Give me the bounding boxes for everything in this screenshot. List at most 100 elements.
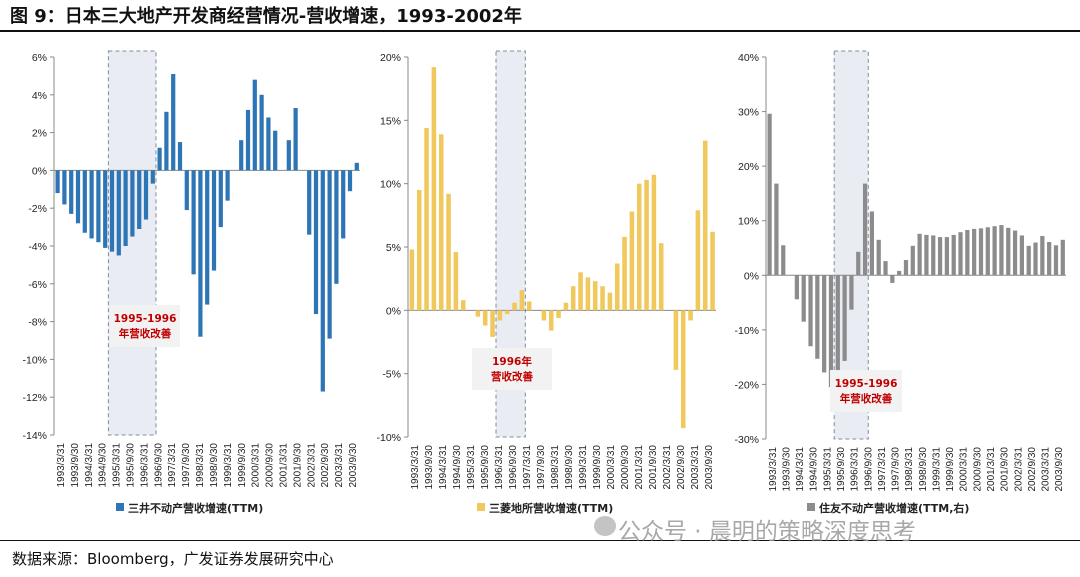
y-tick-label: -6% (28, 279, 47, 291)
bar (205, 170, 210, 305)
bar (937, 237, 943, 276)
x-tick-label: 1997/3/31 (167, 443, 178, 488)
bar (519, 290, 525, 311)
bar (446, 193, 451, 311)
bar (965, 229, 970, 276)
bar (266, 117, 271, 171)
x-tick-label: 1998/3/31 (195, 443, 206, 488)
bar (815, 275, 820, 359)
x-tick-label: 1995/3/31 (112, 443, 123, 488)
bar (897, 270, 902, 276)
chart-panel-2: 20%15%10%5%0%-5%-10%1993/3/31 1993/9/30 19… (376, 50, 716, 515)
y-tick-label: 30% (738, 107, 759, 119)
bar (767, 113, 772, 276)
y-tick-label: 0% (386, 305, 401, 317)
bar (578, 272, 583, 311)
bar (828, 275, 834, 388)
bar (614, 263, 620, 311)
x-tick-label: 1995/9/30 (480, 445, 491, 490)
annotation-box (110, 305, 180, 347)
bar (252, 79, 257, 171)
bar (177, 142, 183, 171)
bar (482, 310, 488, 326)
source-note: 数据来源：Bloomberg，广发证券发展研究中心 (12, 550, 334, 568)
bar (1053, 245, 1059, 276)
x-tick-label: 1999/3/31 (931, 447, 942, 492)
y-tick-label: 10% (380, 179, 401, 191)
y-tick-label: 2% (32, 128, 47, 140)
y-tick-label: -4% (28, 241, 47, 253)
bar (334, 170, 339, 284)
bar (958, 232, 963, 276)
bar (62, 170, 67, 205)
x-tick-label: 2003/9/30 (1054, 447, 1065, 492)
bar (225, 170, 230, 201)
bar (497, 310, 503, 321)
x-tick-label: 1996/3/31 (494, 445, 505, 490)
bar (109, 170, 115, 252)
bar (526, 301, 532, 311)
x-tick-label: 1998/3/31 (904, 447, 915, 492)
x-tick-label: 1996/9/30 (863, 447, 874, 492)
y-tick-label: 20% (380, 52, 401, 64)
x-tick-label: 1994/3/31 (795, 447, 806, 492)
x-tick-label: 2001/9/30 (292, 443, 303, 488)
bar (143, 170, 149, 220)
x-tick-label: 1993/9/30 (781, 447, 792, 492)
x-tick-label: 2001/9/30 (648, 445, 659, 490)
bar (504, 310, 510, 315)
bar (69, 170, 74, 214)
bar (856, 251, 861, 276)
legend-swatch (116, 503, 124, 511)
bar (1047, 241, 1052, 276)
bar (999, 225, 1004, 276)
bar (710, 231, 715, 311)
bar (849, 275, 854, 310)
x-tick-label: 2000/9/30 (972, 447, 983, 492)
x-tick-label: 2002/9/30 (676, 445, 687, 490)
bar (978, 228, 984, 276)
bar (985, 227, 990, 276)
x-tick-label: 2003/3/31 (334, 443, 345, 488)
bar (89, 170, 94, 239)
bar (416, 190, 422, 311)
bar (931, 235, 936, 276)
x-tick-label: 2001/3/31 (986, 447, 997, 492)
bar (774, 183, 779, 276)
x-tick-label: 1994/3/31 (438, 445, 449, 490)
bar (307, 170, 312, 235)
bar (191, 170, 196, 275)
chart-panel-1: 6% 4% 2% 0% -2% -4% -6% -8% -10% -12% -14% 1993/3/3… (22, 50, 360, 515)
x-tick-label: 1997/3/31 (877, 447, 888, 492)
bar (607, 292, 613, 311)
bar (903, 260, 909, 276)
bar (917, 233, 922, 276)
bar (75, 170, 81, 224)
wechat-icon (594, 516, 616, 536)
x-tick-label: 2002/9/30 (1027, 447, 1038, 492)
y-tick-label: 0% (32, 165, 47, 177)
bar (55, 170, 60, 194)
bar (409, 249, 415, 311)
y-tick-label: -2% (28, 203, 47, 215)
bar (211, 170, 217, 271)
x-tick-label: 1994/9/30 (452, 445, 463, 490)
bar (951, 234, 956, 276)
x-tick-label: 2003/9/30 (704, 445, 715, 490)
chart-panel-3: 40% 30% 20% 10% 0% -10% -20% -30% 1993/3/31 1993/… (734, 50, 1066, 515)
bar (157, 147, 162, 171)
legend-swatch (477, 503, 485, 511)
bar (680, 310, 686, 429)
x-tick-label: 2000/3/31 (606, 445, 617, 490)
x-tick-label: 1998/9/30 (918, 447, 929, 492)
bar (130, 170, 135, 237)
y-tick-label: 0% (744, 270, 759, 282)
bar (431, 67, 437, 311)
legend-label: 三井不动产营收增速(TTM) (128, 501, 263, 515)
legend-swatch (807, 503, 815, 511)
bar (341, 170, 346, 239)
bar (924, 234, 929, 276)
bar (438, 134, 444, 311)
charts-canvas: 6% 4% 2% 0% -2% -4% -6% -8% -10% -12% -14% 1993/3/3… (22, 50, 1066, 515)
bar (460, 300, 466, 311)
